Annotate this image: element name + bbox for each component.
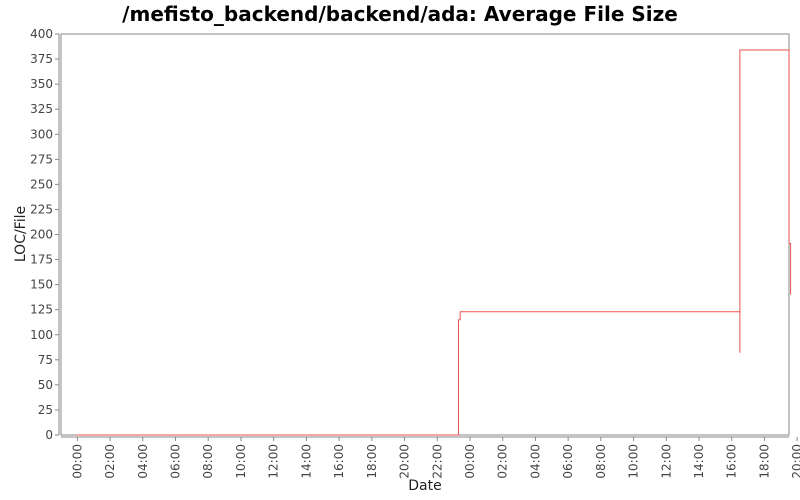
x-tick-label: 16:00 <box>725 444 739 479</box>
x-tick-label: 14:00 <box>692 444 706 479</box>
x-tick-label: 00:00 <box>463 444 477 479</box>
y-tick-label: 325 <box>30 102 53 116</box>
x-tick-label: 12:00 <box>267 444 281 479</box>
y-tick-label: 75 <box>38 353 53 367</box>
plot-border <box>60 33 790 436</box>
y-tick-label: 250 <box>30 177 53 191</box>
y-tick-label: 125 <box>30 303 53 317</box>
x-tick-label: 06:00 <box>561 444 575 479</box>
y-tick-label: 175 <box>30 253 53 267</box>
y-tick-label: 275 <box>30 152 53 166</box>
x-tick-label: 22:00 <box>430 444 444 479</box>
x-axis: 00:00 02:00 04:00 06:00 08:00 10:00 12:00 14:00… <box>61 436 800 479</box>
x-tick-label: 14:00 <box>299 444 313 479</box>
y-tick-label: 200 <box>30 228 53 242</box>
x-tick-label: 08:00 <box>594 444 608 479</box>
x-tick-label: 16:00 <box>332 444 346 479</box>
x-tick-label: 04:00 <box>528 444 542 479</box>
y-tick-label: 150 <box>30 278 53 292</box>
y-tick-label: 300 <box>30 127 53 141</box>
series-layer <box>75 49 792 436</box>
chart-title: /mefisto_backend/backend/ada: Average Fi… <box>122 2 678 26</box>
y-tick-label: 50 <box>38 378 53 392</box>
x-tick-label: 00:00 <box>70 444 84 479</box>
y-tick-label: 225 <box>30 202 53 216</box>
x-tick-label: 18:00 <box>757 444 771 479</box>
x-tick-label: 20:00 <box>398 444 412 479</box>
y-axis-title: LOC/File <box>13 206 29 262</box>
x-tick-label: 12:00 <box>659 444 673 479</box>
x-tick-label: 20:00 <box>790 444 800 479</box>
y-tick-label: 350 <box>30 77 53 91</box>
x-tick-label: 18:00 <box>365 444 379 479</box>
x-tick-label: 08:00 <box>201 444 215 479</box>
y-tick-label: 100 <box>30 328 53 342</box>
y-tick-label: 25 <box>38 403 53 417</box>
x-tick-label: 06:00 <box>169 444 183 479</box>
x-tick-label: 02:00 <box>496 444 510 479</box>
y-axis: 0 25 50 75 100 125 150 175 200 225 250 275 300 325 350… <box>30 27 60 442</box>
x-tick-label: 10:00 <box>234 444 248 479</box>
y-tick-label: 0 <box>45 428 53 442</box>
x-tick-label: 10:00 <box>627 444 641 479</box>
x-tick-label: 04:00 <box>136 444 150 479</box>
x-axis-title: Date <box>408 478 441 494</box>
plot-frame <box>60 33 790 436</box>
series-line <box>75 49 792 436</box>
x-tick-label: 02:00 <box>103 444 117 479</box>
y-tick-label: 375 <box>30 52 53 66</box>
y-tick-label: 400 <box>30 27 53 41</box>
